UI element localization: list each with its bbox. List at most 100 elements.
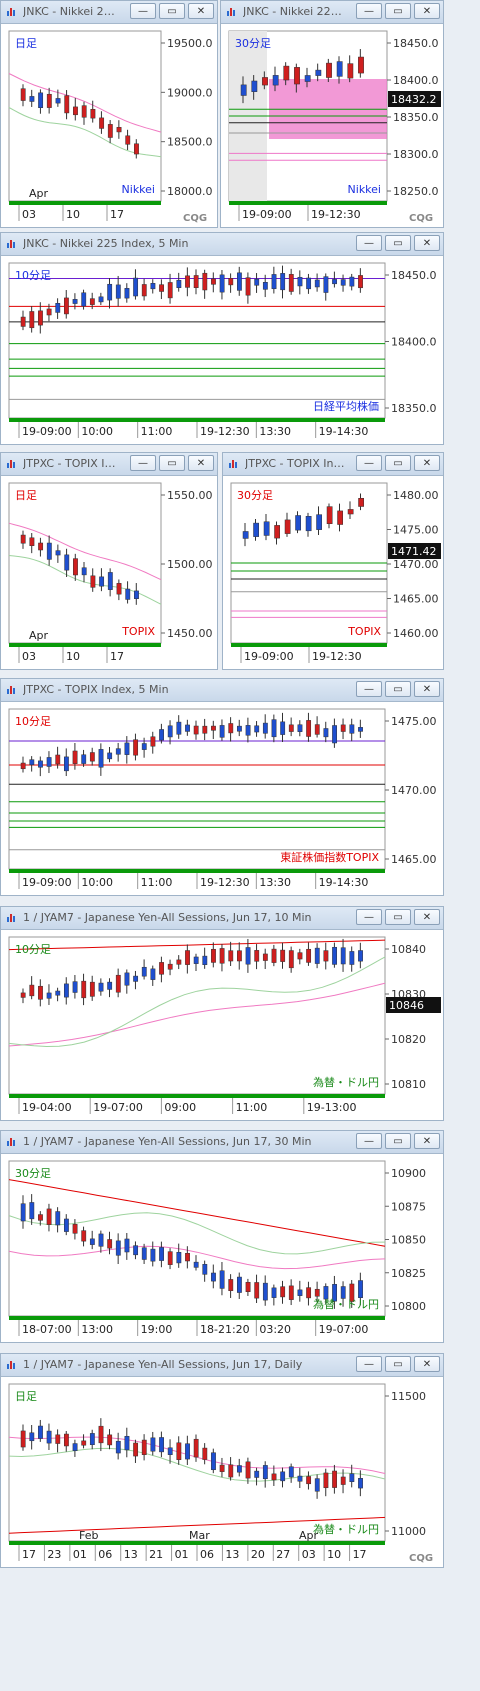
chart-app-icon <box>7 914 15 922</box>
minimize-button[interactable]: — <box>356 909 382 925</box>
chart-window-w6[interactable]: JTPXC - TOPIX Index, 5 Min — ▭ ✕ 1475.00 1470… <box>0 678 444 896</box>
plot-area[interactable] <box>8 262 386 419</box>
chart-window-w1[interactable]: JNKC - Nikkei 225 Index, Daily —▭✕ 19500.0… <box>0 0 218 228</box>
title-bar[interactable]: 1 / JYAM7 - Japanese Yen-All Sessions, J… <box>1 1131 443 1154</box>
candle <box>332 946 337 965</box>
restore-button[interactable]: ▭ <box>159 455 185 471</box>
candle <box>349 1473 355 1482</box>
close-button[interactable]: ✕ <box>188 3 214 19</box>
title-bar[interactable]: JNKC - Nikkei 225 Index, 30 Min —▭✕ <box>221 1 443 24</box>
candle <box>46 542 52 560</box>
candle <box>314 947 320 964</box>
restore-button[interactable]: ▭ <box>385 681 411 697</box>
close-button[interactable]: ✕ <box>414 1356 440 1372</box>
candle <box>228 1464 234 1478</box>
cqg-logo: CQG <box>183 213 207 224</box>
plot-area[interactable] <box>8 1160 386 1317</box>
candle <box>55 1211 61 1226</box>
plot-area[interactable] <box>8 1383 386 1542</box>
minimize-button[interactable]: — <box>356 681 382 697</box>
minimize-button[interactable]: — <box>356 455 382 471</box>
x-month-label: Apr <box>299 1529 319 1542</box>
title-bar[interactable]: JNKC - Nikkei 225 Index, 5 Min — ▭ ✕ <box>1 233 443 256</box>
restore-button[interactable]: ▭ <box>385 1356 411 1372</box>
chart-window-w7[interactable]: 1 / JYAM7 - Japanese Yen-All Sessions, J… <box>0 906 444 1121</box>
candle <box>38 542 44 551</box>
candle <box>20 534 26 544</box>
title-bar[interactable]: JTPXC - TOPIX Index, Daily —▭✕ <box>1 453 217 476</box>
title-bar[interactable]: 1 / JYAM7 - Japanese Yen-All Sessions, J… <box>1 1354 443 1377</box>
close-button[interactable]: ✕ <box>188 455 214 471</box>
candle <box>141 966 147 977</box>
close-button[interactable]: ✕ <box>414 3 440 19</box>
restore-button[interactable]: ▭ <box>159 3 185 19</box>
chart-window-w5[interactable]: JTPXC - TOPIX Index, 30 Min —▭✕ 1480.00 147… <box>222 452 444 670</box>
title-bar[interactable]: JTPXC - TOPIX Index, 30 Min —▭✕ <box>223 453 443 476</box>
candle <box>29 1202 35 1220</box>
candle <box>133 1442 139 1457</box>
candle <box>272 75 279 86</box>
chart-window-w9[interactable]: 1 / JYAM7 - Japanese Yen-All Sessions, J… <box>0 1353 444 1568</box>
candle <box>347 509 354 515</box>
chart-window-w3[interactable]: JNKC - Nikkei 225 Index, 5 Min — ▭ ✕ 18450.0… <box>0 232 444 445</box>
candle <box>237 1276 242 1293</box>
minimize-button[interactable]: — <box>130 3 156 19</box>
cqg-logo: CQG <box>409 1553 433 1564</box>
restore-button[interactable]: ▭ <box>385 455 411 471</box>
candle <box>115 284 121 299</box>
chart-canvas[interactable]: 19500.0 19000.0 18500.0 18000.0 日足 Nikkei 03 10… <box>1 23 217 227</box>
candle <box>262 953 268 961</box>
candle <box>323 1286 329 1300</box>
candle <box>20 762 26 770</box>
title-bar[interactable]: JTPXC - TOPIX Index, 5 Min — ▭ ✕ <box>1 679 443 702</box>
restore-button[interactable]: ▭ <box>385 1133 411 1149</box>
plot-area[interactable] <box>8 482 162 644</box>
restore-button[interactable]: ▭ <box>385 909 411 925</box>
candle <box>193 1438 199 1458</box>
chart-canvas[interactable]: 1550.00 1500.00 1450.00 日足 TOPIX 03 10 17 Apr <box>1 475 217 669</box>
close-button[interactable]: ✕ <box>414 455 440 471</box>
plot-area[interactable] <box>8 708 386 870</box>
chart-window-w4[interactable]: JTPXC - TOPIX Index, Daily —▭✕ 1550.00 1500… <box>0 452 218 670</box>
y-tick-label: 1470.00 <box>391 784 437 797</box>
chart-canvas[interactable]: 18450.0 18400.0 18350.0 18300.0 18250.0 30分足 N… <box>221 23 443 227</box>
candle <box>176 1251 182 1264</box>
close-button[interactable]: ✕ <box>414 235 440 251</box>
chart-canvas[interactable]: 1480.00 1475.00 1470.00 1465.00 1460.00 30分足 T… <box>223 475 443 669</box>
instrument-label: 為替・ドル円 <box>313 1297 379 1311</box>
x-month-label: Feb <box>79 1529 98 1542</box>
restore-button[interactable]: ▭ <box>385 235 411 251</box>
candle <box>251 80 258 92</box>
candle <box>202 725 208 734</box>
candle <box>125 135 131 145</box>
minimize-button[interactable]: — <box>356 235 382 251</box>
last-price-box <box>386 997 441 1013</box>
chart-window-w8[interactable]: 1 / JYAM7 - Japanese Yen-All Sessions, J… <box>0 1130 444 1343</box>
candle <box>29 96 35 102</box>
x-tick-label: 06 <box>200 1548 214 1561</box>
candle <box>262 1465 268 1480</box>
session-bar <box>9 201 161 205</box>
minimize-button[interactable]: — <box>356 3 382 19</box>
x-tick-label: 10 <box>327 1548 341 1561</box>
close-button[interactable]: ✕ <box>414 1133 440 1149</box>
chart-window-w2[interactable]: JNKC - Nikkei 225 Index, 30 Min —▭✕ 18450.… <box>220 0 444 228</box>
close-button[interactable]: ✕ <box>414 681 440 697</box>
candle <box>89 298 95 305</box>
minimize-button[interactable]: — <box>356 1133 382 1149</box>
minimize-button[interactable]: — <box>130 455 156 471</box>
candle <box>240 84 247 96</box>
candle <box>90 575 96 588</box>
restore-button[interactable]: ▭ <box>385 3 411 19</box>
close-button[interactable]: ✕ <box>414 909 440 925</box>
x-tick-label: 19-12:30 <box>200 425 250 438</box>
candle <box>176 721 182 735</box>
minimize-button[interactable]: — <box>356 1356 382 1372</box>
title-bar[interactable]: 1 / JYAM7 - Japanese Yen-All Sessions, J… <box>1 907 443 930</box>
title-bar[interactable]: JNKC - Nikkei 225 Index, Daily —▭✕ <box>1 1 217 24</box>
